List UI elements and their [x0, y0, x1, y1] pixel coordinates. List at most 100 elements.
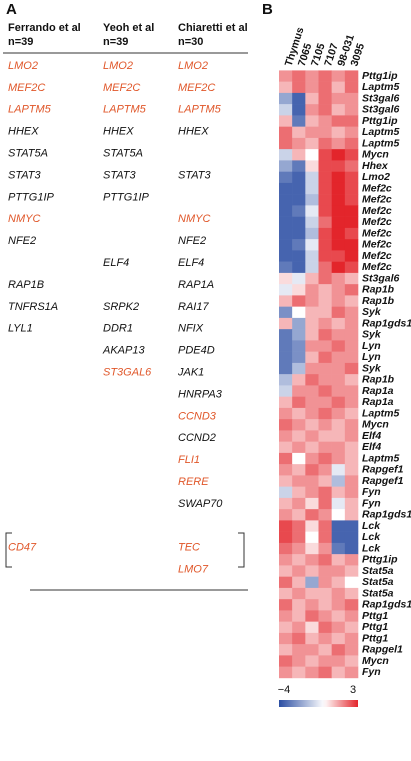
heatmap-cell — [292, 261, 306, 274]
heatmap-cell — [344, 182, 359, 195]
row-label: Pttg1 — [362, 632, 388, 644]
heatmap-cell — [331, 149, 346, 161]
heatmap-cell — [292, 115, 306, 127]
heatmap-cell — [279, 284, 293, 296]
gene: CCND3 — [178, 410, 217, 422]
heatmap-cell — [318, 317, 332, 330]
heatmap-cell — [331, 509, 346, 521]
heatmap-cell — [305, 126, 319, 139]
heatmap-cell — [292, 250, 306, 262]
column-header: Chiaretti et al — [178, 22, 248, 34]
heatmap-cell — [305, 261, 319, 274]
heatmap-cell — [292, 340, 306, 352]
heatmap-cell — [318, 520, 332, 532]
row-label: Mef2c — [362, 216, 392, 228]
row-label: Lyn — [362, 340, 381, 352]
heatmap-cell — [344, 576, 359, 589]
heatmap-cell — [305, 340, 319, 352]
heatmap-cell — [279, 396, 293, 409]
heatmap-cell — [344, 396, 359, 409]
heatmap-cell — [331, 272, 346, 285]
heatmap-cell — [279, 655, 293, 667]
gene: STAT3 — [178, 169, 211, 181]
heatmap-cell — [318, 104, 332, 116]
heatmap-cell — [279, 171, 293, 184]
heatmap-cell — [292, 171, 306, 184]
heatmap-cell — [318, 295, 332, 307]
heatmap-cell — [331, 340, 346, 352]
heatmap-cell — [331, 464, 346, 476]
gene: SWAP70 — [178, 498, 223, 510]
column-n: n=30 — [178, 36, 203, 48]
heatmap-cell — [305, 362, 319, 375]
gene: ST3GAL6 — [103, 367, 152, 379]
heatmap-cell — [331, 520, 346, 532]
heatmap-cell — [344, 407, 359, 420]
heatmap-cell — [344, 452, 359, 465]
heatmap-cell — [318, 542, 332, 555]
heatmap-cell — [305, 160, 319, 172]
heatmap-cell — [318, 666, 332, 679]
heatmap-cell — [279, 531, 293, 544]
heatmap-cell — [318, 475, 332, 487]
heatmap-cell — [292, 351, 306, 364]
heatmap-cell — [344, 81, 359, 94]
heatmap-cell — [279, 239, 293, 251]
heatmap-cell — [344, 137, 359, 150]
heatmap-cell — [292, 194, 306, 206]
heatmap-cell — [305, 610, 319, 622]
row-label: Pttg1 — [362, 621, 388, 633]
heatmap-cell — [279, 554, 293, 566]
heatmap-cell — [279, 194, 293, 206]
heatmap-cell — [318, 194, 332, 206]
heatmap-cell — [344, 317, 359, 330]
row-label: Pttg1ip — [362, 554, 398, 566]
heatmap-cell — [331, 205, 346, 217]
heatmap-cell — [344, 374, 359, 386]
heatmap-cell — [279, 621, 293, 634]
heatmap-cell — [318, 160, 332, 172]
heatmap-cell — [305, 374, 319, 386]
heatmap-cell — [318, 430, 332, 442]
heatmap-cell — [318, 576, 332, 589]
heatmap-cell — [318, 182, 332, 195]
heatmap-cell — [331, 576, 346, 589]
heatmap-cell — [344, 520, 359, 532]
heatmap-cell — [318, 227, 332, 240]
row-label: Fyn — [362, 486, 381, 498]
row-label: Laptm5 — [362, 452, 400, 464]
gene: FLI1 — [178, 454, 200, 466]
gene: LMO2 — [178, 60, 208, 72]
row-label: Mycn — [362, 419, 389, 431]
heatmap-cell — [292, 610, 306, 622]
heatmap-cell — [279, 340, 293, 352]
heatmap-cell — [279, 441, 293, 454]
heatmap-cell — [279, 317, 293, 330]
gene: CD47 — [8, 542, 37, 554]
heatmap-cell — [279, 599, 293, 611]
heatmap-cell — [292, 621, 306, 634]
heatmap-cell — [305, 531, 319, 544]
heatmap-cell — [331, 396, 346, 409]
heatmap-cell — [344, 194, 359, 206]
heatmap-cell — [292, 149, 306, 161]
row-label: Rap1gds1 — [362, 599, 411, 611]
heatmap-cell — [305, 520, 319, 532]
heatmap-cell — [344, 610, 359, 622]
heatmap-cell — [318, 407, 332, 420]
heatmap-cell — [344, 441, 359, 454]
heatmap-cell — [331, 317, 346, 330]
heatmap-cell — [305, 81, 319, 94]
heatmap-cell — [344, 115, 359, 127]
column-n: n=39 — [8, 36, 33, 48]
row-label: Fyn — [362, 497, 381, 509]
heatmap-cell — [292, 452, 306, 465]
heatmap-cell — [292, 509, 306, 521]
heatmap-cell — [279, 149, 293, 161]
heatmap-cell — [292, 599, 306, 611]
heatmap-cell — [318, 272, 332, 285]
heatmap-cell — [292, 531, 306, 544]
heatmap-cell — [331, 295, 346, 307]
gene: JAK1 — [177, 367, 204, 379]
heatmap-cell — [331, 329, 346, 341]
